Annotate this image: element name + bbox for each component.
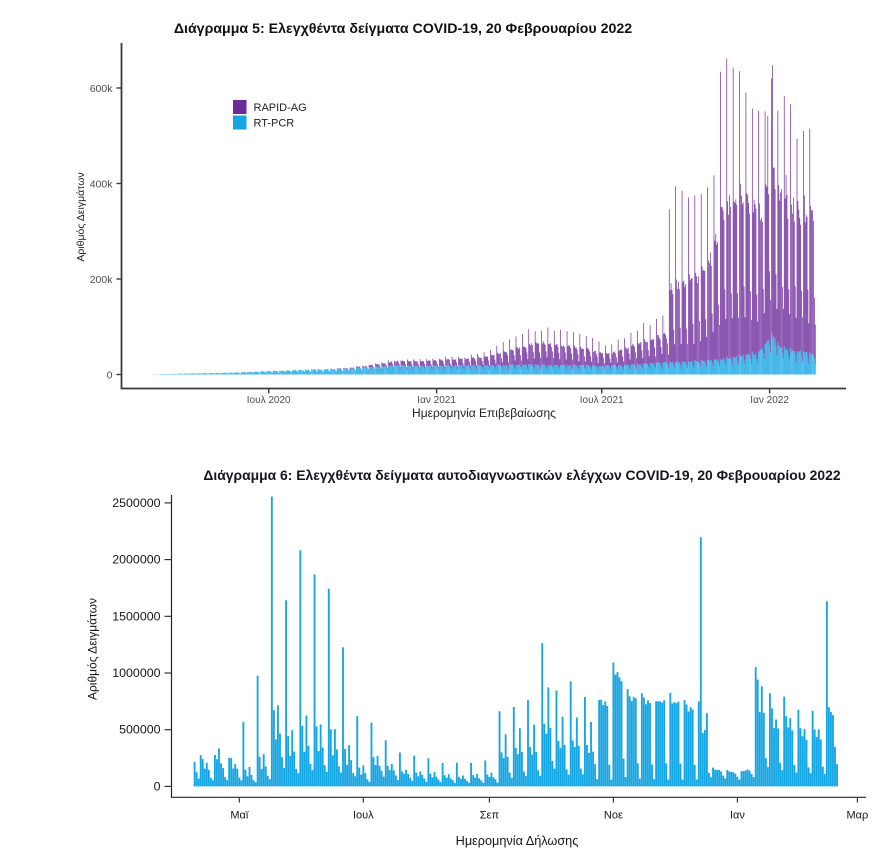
- svg-text:Ιαν 2021: Ιαν 2021: [417, 395, 456, 406]
- svg-text:2500000: 2500000: [112, 496, 160, 510]
- svg-text:Νοε: Νοε: [604, 810, 623, 822]
- svg-text:Σεπ: Σεπ: [480, 810, 500, 822]
- svg-text:Ιαν: Ιαν: [730, 810, 745, 822]
- svg-text:Μαϊ: Μαϊ: [230, 810, 249, 822]
- svg-text:0: 0: [154, 779, 161, 793]
- svg-text:RT-PCR: RT-PCR: [254, 118, 295, 130]
- svg-text:2000000: 2000000: [112, 553, 160, 567]
- svg-text:RAPID-AG: RAPID-AG: [254, 102, 307, 114]
- svg-text:Ημερομηνία Δήλωσης: Ημερομηνία Δήλωσης: [456, 834, 579, 848]
- svg-text:Διάγραμμα 6: Ελεγχθέντα δείγμα: Διάγραμμα 6: Ελεγχθέντα δείγματα αυτοδια…: [203, 467, 840, 483]
- svg-text:1500000: 1500000: [112, 609, 160, 623]
- svg-text:Ιουλ 2020: Ιουλ 2020: [247, 395, 291, 406]
- svg-text:Αριθμός Δειγμάτων: Αριθμός Δειγμάτων: [86, 598, 100, 700]
- svg-text:1000000: 1000000: [112, 666, 160, 680]
- svg-text:Αριθμός Δειγμάτων: Αριθμός Δειγμάτων: [75, 172, 87, 261]
- svg-text:Μαρ: Μαρ: [847, 810, 869, 822]
- svg-text:600k: 600k: [90, 83, 114, 95]
- svg-text:Ιαν 2022: Ιαν 2022: [750, 395, 789, 406]
- svg-text:400k: 400k: [90, 179, 114, 191]
- svg-text:Ημερομηνία Επιβεβαίωσης: Ημερομηνία Επιβεβαίωσης: [412, 406, 556, 420]
- svg-text:200k: 200k: [90, 274, 114, 286]
- svg-text:500000: 500000: [119, 723, 160, 737]
- svg-text:Ιουλ 2021: Ιουλ 2021: [580, 395, 624, 406]
- svg-text:0: 0: [107, 370, 113, 382]
- svg-text:Διάγραμμα 5: Ελεγχθέντα δείγμα: Διάγραμμα 5: Ελεγχθέντα δείγματα COVID-1…: [174, 21, 632, 37]
- svg-text:Ιουλ: Ιουλ: [353, 810, 374, 822]
